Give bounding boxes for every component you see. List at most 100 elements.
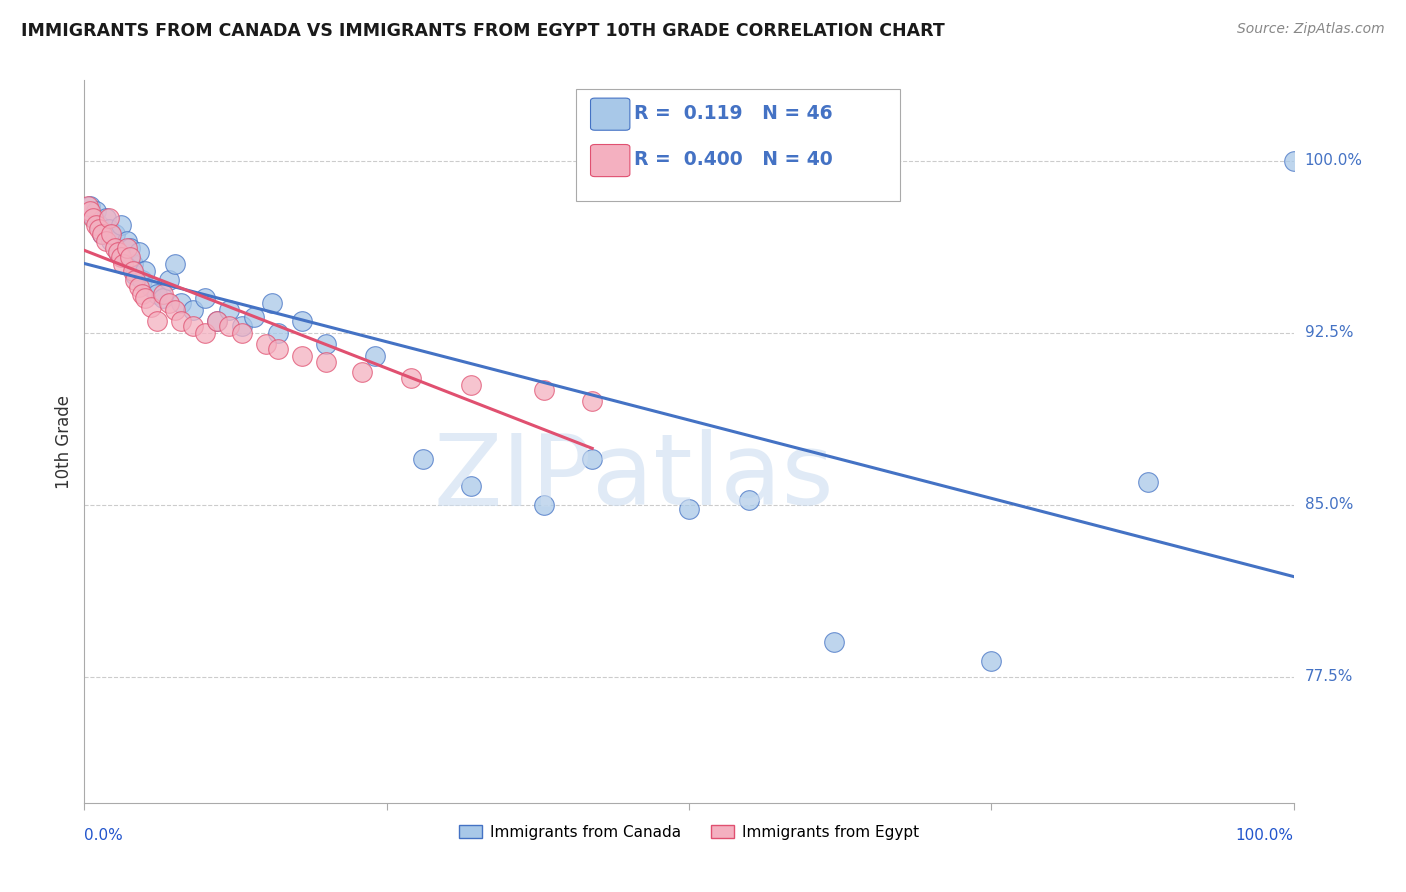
Point — [100, 234, 122, 248]
Point — [107, 245, 129, 260]
Point — [267, 326, 290, 340]
Point — [107, 245, 129, 260]
Point — [218, 318, 240, 333]
Point — [412, 451, 434, 466]
Point — [94, 234, 117, 248]
Point — [738, 493, 761, 508]
Text: Source: ZipAtlas.com: Source: ZipAtlas.com — [1237, 22, 1385, 37]
Point — [157, 295, 180, 310]
Point — [260, 295, 283, 310]
Point — [170, 295, 193, 310]
Point — [82, 211, 104, 225]
Point — [218, 302, 240, 317]
Point — [77, 199, 100, 213]
Point — [181, 302, 204, 317]
Point — [242, 310, 264, 324]
Point — [86, 204, 108, 219]
Point — [399, 371, 422, 385]
Point — [79, 204, 101, 219]
Point — [581, 451, 603, 466]
Point — [139, 279, 162, 293]
Point — [1137, 475, 1160, 489]
Text: R =  0.400   N = 40: R = 0.400 N = 40 — [634, 150, 832, 169]
Point — [146, 314, 169, 328]
Point — [267, 342, 290, 356]
Point — [91, 227, 114, 241]
Text: 85.0%: 85.0% — [1305, 497, 1353, 512]
Point — [134, 291, 156, 305]
Point — [86, 218, 108, 232]
Point — [181, 318, 204, 333]
Point — [104, 241, 127, 255]
Point — [83, 211, 105, 225]
Point — [131, 273, 153, 287]
Point — [165, 257, 187, 271]
Point — [128, 245, 150, 260]
Point — [104, 227, 127, 241]
Point — [121, 257, 143, 271]
Point — [231, 326, 253, 340]
Point — [152, 291, 174, 305]
Point — [112, 250, 135, 264]
Point — [110, 250, 132, 264]
Point — [207, 314, 229, 328]
Point — [128, 279, 150, 293]
Point — [157, 273, 180, 287]
Point — [97, 222, 120, 236]
Text: 0.0%: 0.0% — [84, 828, 124, 843]
Text: ZIP: ZIP — [434, 429, 592, 526]
Point — [115, 234, 138, 248]
Point — [678, 502, 700, 516]
Point — [120, 241, 142, 255]
Point — [115, 241, 138, 255]
Text: 100.0%: 100.0% — [1305, 153, 1362, 168]
Point — [87, 222, 110, 236]
Point — [100, 227, 122, 241]
Point — [1282, 153, 1305, 168]
Text: 92.5%: 92.5% — [1305, 325, 1353, 340]
Point — [823, 635, 845, 649]
Point — [254, 337, 277, 351]
Point — [194, 326, 217, 340]
Point — [315, 337, 337, 351]
Point — [170, 314, 193, 328]
Point — [460, 479, 482, 493]
Point — [231, 318, 253, 333]
Point — [363, 349, 385, 363]
Point — [94, 211, 117, 225]
Point — [460, 378, 482, 392]
Point — [315, 355, 337, 369]
Y-axis label: 10th Grade: 10th Grade — [55, 394, 73, 489]
Point — [581, 394, 603, 409]
Point — [112, 257, 135, 271]
Point — [79, 199, 101, 213]
Point — [352, 365, 374, 379]
Point — [87, 218, 110, 232]
Point — [110, 218, 132, 232]
Text: R =  0.119   N = 46: R = 0.119 N = 46 — [634, 103, 832, 123]
Text: atlas: atlas — [592, 429, 834, 526]
Point — [121, 263, 143, 277]
Point — [97, 211, 120, 225]
Point — [207, 314, 229, 328]
Point — [146, 286, 169, 301]
Text: 77.5%: 77.5% — [1305, 669, 1353, 684]
Point — [165, 302, 187, 317]
Point — [120, 250, 142, 264]
Point — [533, 498, 555, 512]
Point — [91, 227, 114, 241]
Text: IMMIGRANTS FROM CANADA VS IMMIGRANTS FROM EGYPT 10TH GRADE CORRELATION CHART: IMMIGRANTS FROM CANADA VS IMMIGRANTS FRO… — [21, 22, 945, 40]
Point — [152, 286, 174, 301]
Legend: Immigrants from Canada, Immigrants from Egypt: Immigrants from Canada, Immigrants from … — [453, 819, 925, 846]
Point — [131, 286, 153, 301]
Text: 100.0%: 100.0% — [1236, 828, 1294, 843]
Point — [291, 349, 314, 363]
Point — [194, 291, 217, 305]
Point — [291, 314, 314, 328]
Point — [124, 268, 146, 283]
Point — [134, 263, 156, 277]
Point — [533, 383, 555, 397]
Point — [124, 273, 146, 287]
Point — [139, 301, 162, 315]
Point — [980, 654, 1002, 668]
